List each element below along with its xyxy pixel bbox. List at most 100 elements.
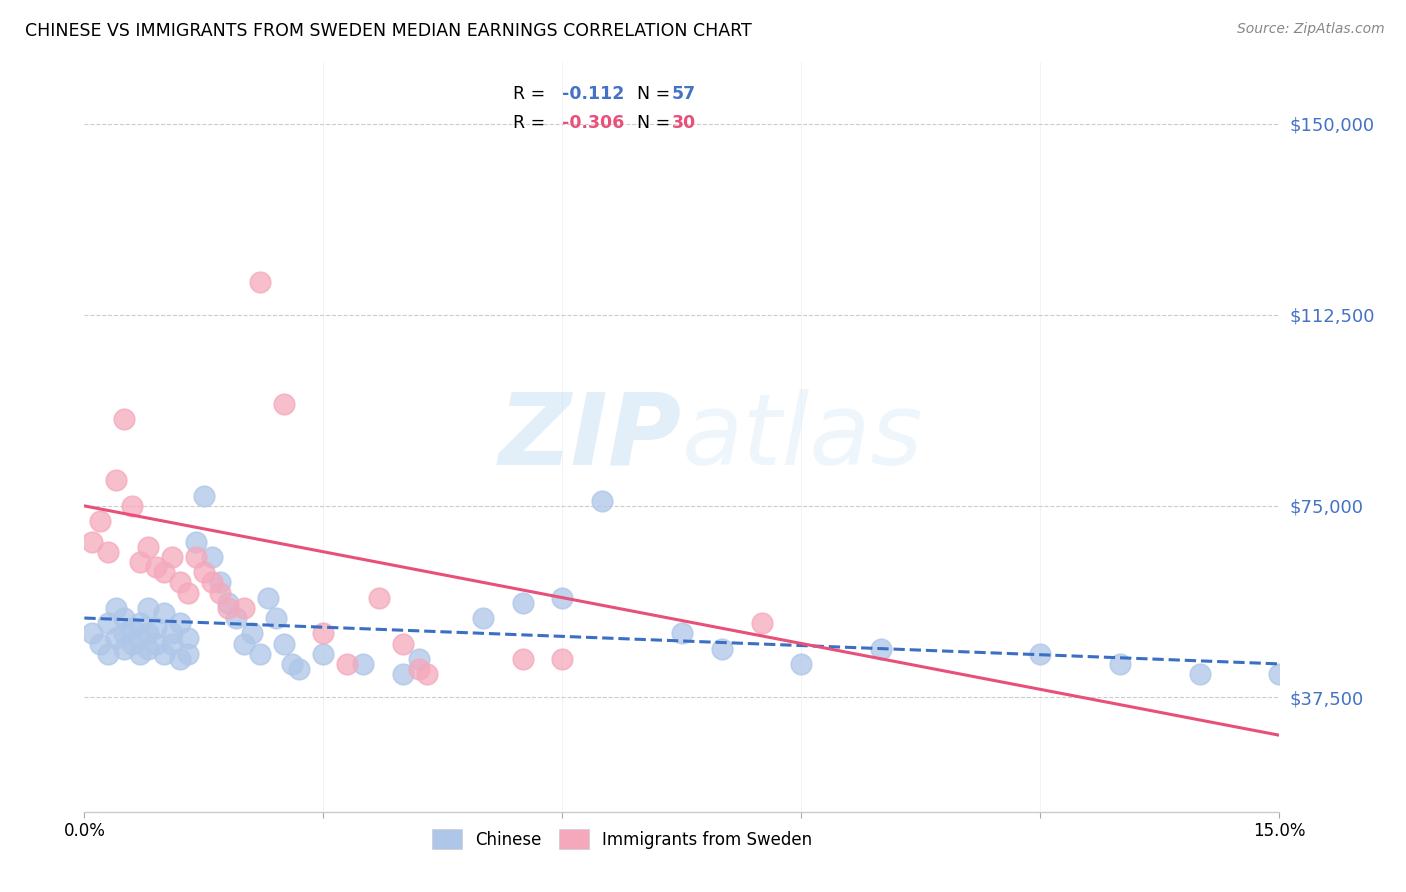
Point xyxy=(112,611,135,625)
Point xyxy=(145,636,167,650)
Text: -0.112: -0.112 xyxy=(562,85,624,103)
Point xyxy=(1188,667,1211,681)
Point xyxy=(790,657,813,671)
Point xyxy=(136,626,159,640)
Point xyxy=(112,641,135,656)
Point xyxy=(121,621,143,635)
Point xyxy=(169,575,191,590)
Text: Source: ZipAtlas.com: Source: ZipAtlas.com xyxy=(1237,22,1385,37)
Point xyxy=(105,600,128,615)
Point xyxy=(336,657,359,671)
Point xyxy=(121,636,143,650)
Point xyxy=(225,611,247,625)
Point xyxy=(145,560,167,574)
Point xyxy=(177,585,200,599)
Point xyxy=(136,600,159,615)
Text: R =: R = xyxy=(513,114,551,132)
Text: N =: N = xyxy=(626,85,675,103)
Point xyxy=(160,549,183,564)
Point xyxy=(184,534,207,549)
Point xyxy=(280,657,302,671)
Point xyxy=(368,591,391,605)
Point xyxy=(208,585,231,599)
Point xyxy=(512,596,534,610)
Point xyxy=(312,647,335,661)
Text: 30: 30 xyxy=(672,114,696,132)
Point xyxy=(105,632,128,646)
Point xyxy=(392,667,415,681)
Point xyxy=(169,616,191,631)
Point xyxy=(112,412,135,426)
Point xyxy=(208,575,231,590)
Point xyxy=(288,662,311,676)
Point xyxy=(129,647,152,661)
Point xyxy=(256,591,278,605)
Point xyxy=(177,647,200,661)
Point xyxy=(121,499,143,513)
Point xyxy=(273,397,295,411)
Point xyxy=(249,647,271,661)
Text: N =: N = xyxy=(626,114,675,132)
Point xyxy=(193,489,215,503)
Point xyxy=(217,596,239,610)
Point xyxy=(97,545,120,559)
Point xyxy=(129,555,152,569)
Point xyxy=(1268,667,1291,681)
Text: CHINESE VS IMMIGRANTS FROM SWEDEN MEDIAN EARNINGS CORRELATION CHART: CHINESE VS IMMIGRANTS FROM SWEDEN MEDIAN… xyxy=(25,22,752,40)
Point xyxy=(89,514,111,528)
Point xyxy=(710,641,733,656)
Point xyxy=(1029,647,1052,661)
Point xyxy=(408,662,430,676)
Point xyxy=(184,549,207,564)
Text: 57: 57 xyxy=(672,85,696,103)
Point xyxy=(392,636,415,650)
Point xyxy=(551,652,574,666)
Point xyxy=(160,636,183,650)
Point xyxy=(153,647,176,661)
Point xyxy=(352,657,374,671)
Point xyxy=(201,575,224,590)
Point xyxy=(591,493,613,508)
Point xyxy=(105,474,128,488)
Point xyxy=(169,652,191,666)
Point xyxy=(870,641,893,656)
Point xyxy=(82,626,104,640)
Point xyxy=(416,667,439,681)
Point xyxy=(671,626,693,640)
Text: -0.306: -0.306 xyxy=(562,114,624,132)
Point xyxy=(136,540,159,554)
Point xyxy=(312,626,335,640)
Point xyxy=(751,616,773,631)
Point xyxy=(136,641,159,656)
Point xyxy=(177,632,200,646)
Point xyxy=(89,636,111,650)
Point xyxy=(264,611,287,625)
Point xyxy=(82,534,104,549)
Point xyxy=(112,626,135,640)
Point xyxy=(97,647,120,661)
Text: R =: R = xyxy=(513,85,557,103)
Point xyxy=(471,611,494,625)
Point xyxy=(201,549,224,564)
Point xyxy=(129,632,152,646)
Text: ZIP: ZIP xyxy=(499,389,682,485)
Legend: Chinese, Immigrants from Sweden: Chinese, Immigrants from Sweden xyxy=(426,822,818,855)
Point xyxy=(232,636,254,650)
Point xyxy=(273,636,295,650)
Text: atlas: atlas xyxy=(682,389,924,485)
Point xyxy=(249,275,271,289)
Point xyxy=(217,600,239,615)
Point xyxy=(97,616,120,631)
Point xyxy=(160,626,183,640)
Point xyxy=(512,652,534,666)
Point xyxy=(153,606,176,620)
Point xyxy=(408,652,430,666)
Point xyxy=(145,621,167,635)
Point xyxy=(129,616,152,631)
Point xyxy=(153,565,176,579)
Point xyxy=(232,600,254,615)
Point xyxy=(1109,657,1132,671)
Point xyxy=(240,626,263,640)
Point xyxy=(193,565,215,579)
Point xyxy=(551,591,574,605)
